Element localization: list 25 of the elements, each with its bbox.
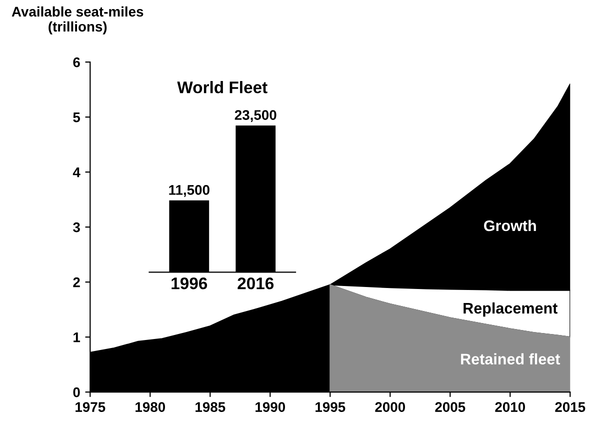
series-label: Growth xyxy=(484,220,536,232)
y-tick-label: 0 xyxy=(73,387,80,398)
x-tick-label: 2000 xyxy=(375,402,406,412)
y-tick-label: 2 xyxy=(73,277,80,288)
x-tick-label: 1996 xyxy=(172,278,208,290)
y-tick-label: 1 xyxy=(74,332,80,342)
chart-title: World Fleet xyxy=(177,81,268,94)
x-tick-label: 2005 xyxy=(435,402,466,412)
x-tick-label: 1975 xyxy=(76,402,106,412)
y-tick-label: 4 xyxy=(72,168,80,178)
series-label: Retained fleet xyxy=(461,353,560,365)
x-tick-label: 1980 xyxy=(136,402,166,412)
x-tick-label: 2015 xyxy=(555,402,586,412)
y-tick-label: 6 xyxy=(73,57,80,68)
x-tick-label: 1985 xyxy=(196,402,226,412)
x-tick-label: 1995 xyxy=(316,402,346,412)
series-label: Replacement xyxy=(464,302,558,317)
data-label: 23,500 xyxy=(234,110,276,122)
x-tick-label: 1990 xyxy=(256,402,286,412)
y-tick-label: 3 xyxy=(73,222,80,232)
x-tick-label: 2010 xyxy=(495,402,526,412)
y-tick-label: 5 xyxy=(73,112,80,122)
y-axis-title: Available seat-miles (trillions) xyxy=(12,6,144,34)
data-label: 11,500 xyxy=(169,185,210,197)
x-tick-label: 2016 xyxy=(238,278,274,290)
